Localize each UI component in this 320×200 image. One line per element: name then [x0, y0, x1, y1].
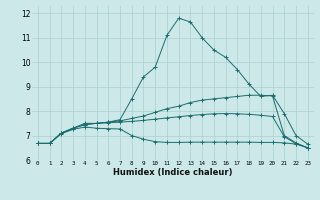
X-axis label: Humidex (Indice chaleur): Humidex (Indice chaleur): [113, 168, 233, 177]
